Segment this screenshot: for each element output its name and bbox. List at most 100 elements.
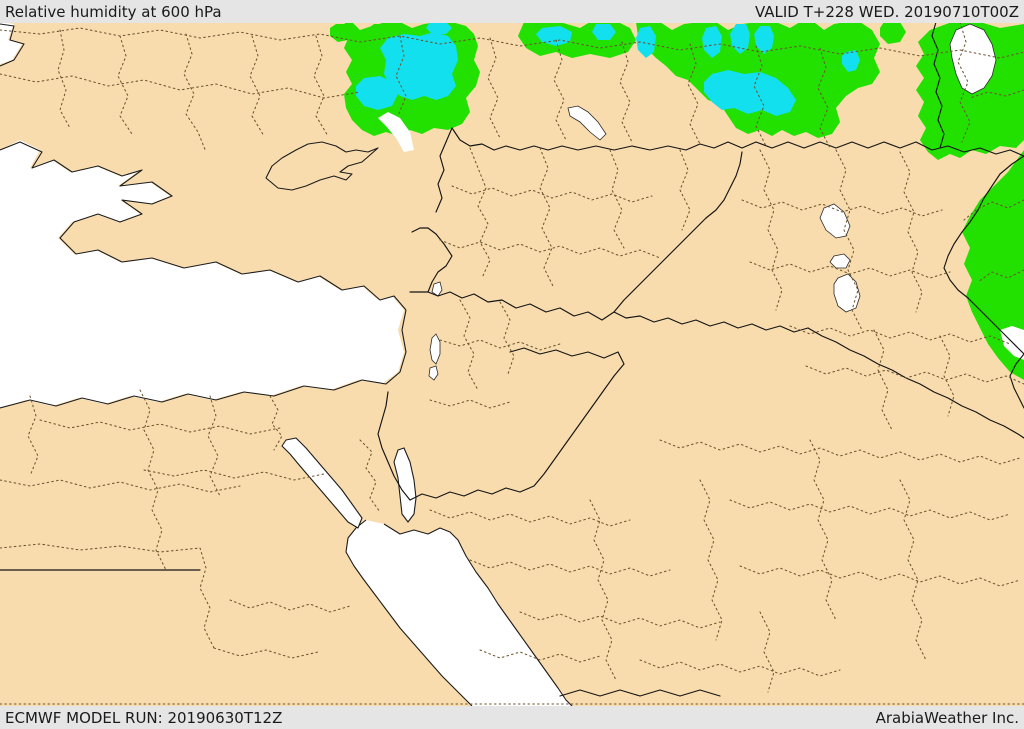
province-iraq-2 bbox=[835, 149, 863, 331]
lake-dead-sea-south bbox=[428, 365, 439, 381]
rh-cyan-gaziantep bbox=[636, 26, 656, 58]
map-title: Relative humidity at 600 hPa bbox=[5, 2, 222, 21]
province-iraq-5 bbox=[749, 261, 951, 279]
attribution-label: ArabiaWeather Inc. bbox=[875, 708, 1019, 727]
province-saudi-3 bbox=[519, 611, 721, 629]
province-syria-5 bbox=[609, 149, 625, 249]
border-hatay bbox=[435, 127, 453, 213]
valid-time-label: VALID T+228 WED. 20190710T00Z bbox=[754, 2, 1019, 21]
province-turkey-8 bbox=[487, 37, 501, 139]
province-turkey-7 bbox=[313, 35, 329, 137]
province-jordan-1 bbox=[459, 299, 479, 391]
province-iraq-3 bbox=[899, 151, 923, 313]
province-turkey-5 bbox=[183, 33, 207, 153]
country-border-group bbox=[0, 21, 1024, 697]
province-turkey-6 bbox=[249, 35, 265, 137]
province-syria-6 bbox=[679, 149, 691, 231]
province-egypt-8 bbox=[143, 469, 325, 481]
border-turkey-syria bbox=[451, 127, 1024, 157]
province-border-group bbox=[0, 21, 1024, 693]
province-turkey-11 bbox=[687, 43, 701, 145]
province-jordan-2 bbox=[499, 301, 515, 375]
province-saudi-8 bbox=[729, 499, 1011, 521]
province-saudi-5 bbox=[699, 479, 723, 641]
province-iraq-8 bbox=[873, 329, 893, 431]
rh-cyan-mardin bbox=[702, 26, 722, 58]
rh-cyan-hakkari bbox=[754, 26, 774, 54]
province-turkey-13 bbox=[817, 47, 831, 149]
border-saudi-iraq bbox=[807, 327, 1024, 439]
province-egypt-9 bbox=[199, 547, 215, 649]
rh-cyan-central-turkey-2 bbox=[592, 24, 616, 40]
border-jordan-saudi bbox=[409, 347, 625, 501]
border-syria-lebanon bbox=[427, 227, 453, 293]
border-israel-egypt bbox=[377, 391, 411, 501]
rh-green-central-turkey bbox=[518, 22, 636, 58]
province-iran-1 bbox=[957, 21, 971, 143]
rh-cyan-amanos bbox=[426, 22, 452, 34]
province-syria-2 bbox=[539, 147, 555, 289]
province-syria-1 bbox=[469, 147, 491, 279]
province-egypt-sinai bbox=[359, 439, 381, 513]
inland-water-group bbox=[281, 23, 1024, 707]
lake-tharthar bbox=[819, 203, 851, 239]
province-turkey-10 bbox=[619, 41, 633, 143]
model-run-label: ECMWF MODEL RUN: 20190630T12Z bbox=[5, 708, 283, 727]
province-iran-4 bbox=[977, 269, 1024, 283]
coast-aegean bbox=[0, 141, 407, 311]
province-iraq-6 bbox=[789, 325, 1011, 345]
rh-cyan-niraq bbox=[704, 70, 796, 116]
province-turkey-14 bbox=[395, 35, 407, 117]
province-saudi-10 bbox=[899, 479, 927, 661]
sea-persian-gulf-head bbox=[1000, 326, 1024, 360]
sea-mediterranean bbox=[0, 22, 404, 408]
province-iran-3 bbox=[963, 199, 1024, 221]
border-jordan-iraq bbox=[613, 311, 809, 333]
border-iraq-iran-south bbox=[1009, 353, 1024, 409]
rh-cyan-hatay-south bbox=[356, 76, 398, 110]
border-turkey-iran bbox=[931, 21, 945, 149]
coast-gulf-of-aqaba bbox=[393, 447, 417, 523]
lake-urmia bbox=[949, 23, 997, 95]
province-saudi-9 bbox=[739, 565, 1021, 587]
province-syria-4 bbox=[439, 239, 661, 259]
province-saudi-4 bbox=[589, 499, 617, 681]
lake-galilee bbox=[431, 281, 443, 297]
coast-levant bbox=[0, 309, 407, 409]
sea-gap-iskenderun bbox=[378, 112, 414, 152]
province-syria-3 bbox=[451, 185, 653, 203]
province-egypt-3 bbox=[269, 395, 283, 451]
border-syria-iraq bbox=[705, 151, 743, 219]
header-bar: Relative humidity at 600 hPa VALID T+228… bbox=[0, 0, 1024, 23]
lake-habbaniyah bbox=[829, 253, 851, 269]
province-iraq-9 bbox=[939, 335, 955, 417]
border-saudi-yemen bbox=[559, 689, 721, 697]
lake-razzaza bbox=[833, 273, 861, 313]
province-saudi-11 bbox=[639, 659, 841, 677]
province-turkey-2 bbox=[0, 73, 361, 99]
province-saudi-1 bbox=[429, 509, 631, 527]
rh-cyan-urmia bbox=[842, 50, 860, 72]
province-egypt-nile bbox=[229, 599, 351, 613]
sea-gulf-of-suez bbox=[282, 438, 362, 528]
province-iraq-7 bbox=[805, 365, 1024, 385]
rh-shading-cyan bbox=[356, 22, 860, 116]
province-iraq-1 bbox=[759, 149, 783, 311]
sea-overlay-group bbox=[378, 112, 414, 152]
coast-red-sea-east bbox=[383, 523, 573, 707]
province-saudi-13 bbox=[759, 611, 775, 693]
border-lebanon-coast bbox=[411, 227, 429, 233]
coast-cyprus bbox=[265, 141, 379, 191]
coast-red-sea-west bbox=[345, 519, 473, 707]
province-saudi-2 bbox=[469, 559, 671, 577]
province-turkey-4 bbox=[117, 35, 133, 135]
province-turkey-3 bbox=[57, 29, 71, 129]
coast-anatolia-south bbox=[0, 23, 25, 67]
province-jordan-4 bbox=[429, 399, 511, 409]
land-cyprus bbox=[266, 142, 378, 190]
